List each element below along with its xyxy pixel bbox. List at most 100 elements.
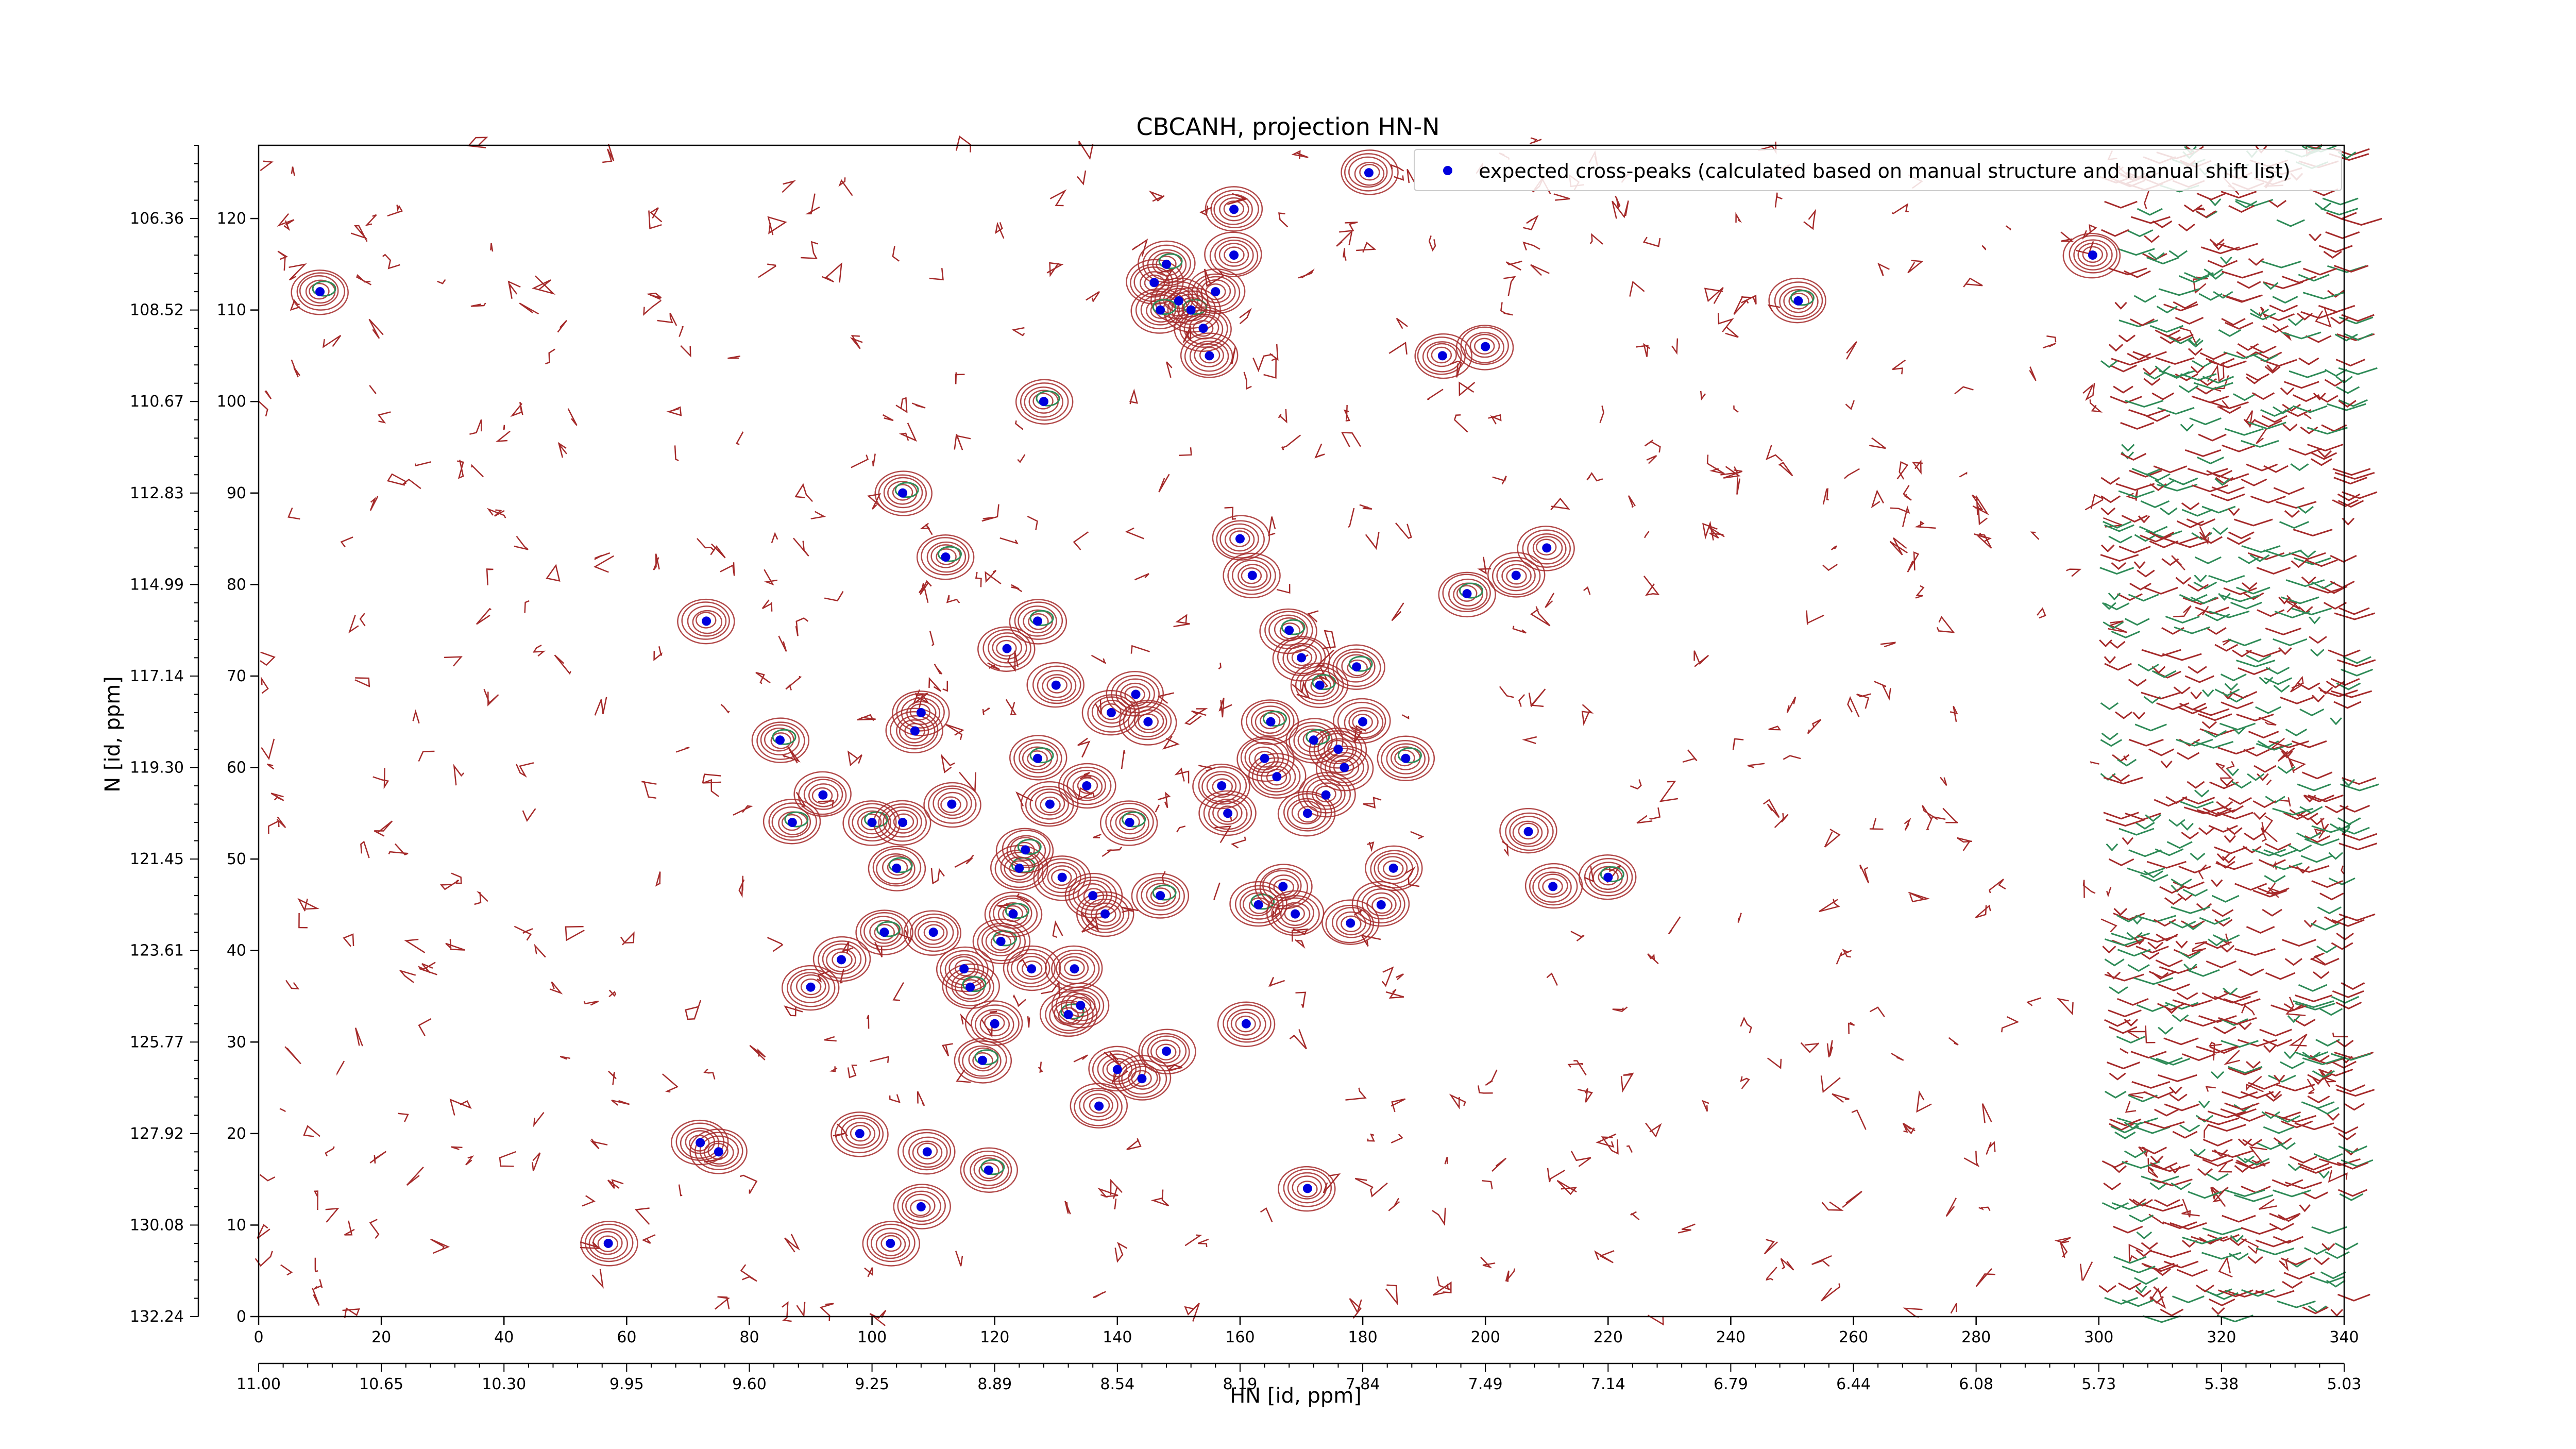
artifact-contour <box>2298 274 2330 282</box>
peak-point <box>1315 680 1325 690</box>
artifact-contour <box>2220 673 2247 682</box>
peak-contour <box>1255 864 1313 909</box>
peak-contour <box>1155 1043 1177 1060</box>
artifact-contour <box>2331 1053 2371 1061</box>
peak-contour <box>1210 190 1259 228</box>
artifact-contour <box>2307 444 2344 452</box>
artifact-contour <box>2157 1003 2185 1011</box>
artifact-contour <box>2334 612 2376 620</box>
artifact-contour <box>2212 527 2229 535</box>
peak-contour <box>1320 748 1369 786</box>
peak-point <box>1057 872 1067 882</box>
peak-contour <box>1095 906 1116 923</box>
artifact-contour <box>2234 883 2267 891</box>
negative-contour <box>1017 838 1042 855</box>
noise-contour <box>956 1069 971 1083</box>
artifact-contour <box>2133 937 2146 946</box>
noise-contour <box>954 434 971 450</box>
noise-contour <box>1323 1173 1341 1193</box>
x-index-tick-label: 240 <box>1716 1328 1745 1346</box>
peak-point <box>1021 845 1030 855</box>
artifact-contour <box>2190 1149 2206 1157</box>
noise-contour <box>1774 813 1789 828</box>
artifact-contour <box>2280 1257 2312 1266</box>
noise-contour <box>340 536 353 548</box>
peak-contour <box>1212 515 1270 561</box>
peak-contour <box>1192 320 1214 337</box>
artifact-contour <box>2109 1118 2142 1126</box>
artifact-contour <box>2184 1019 2222 1027</box>
peak-contour <box>677 598 735 645</box>
artifact-contour <box>2311 1226 2347 1234</box>
noise-contour <box>1583 586 1591 595</box>
noise-contour <box>1121 750 1126 769</box>
artifact-contour <box>2284 409 2312 417</box>
peak-contour <box>926 541 967 573</box>
artifact-contour <box>2176 992 2198 1000</box>
peak-point <box>1137 1074 1147 1084</box>
noise-contour <box>280 1264 293 1276</box>
noise-contour <box>929 631 935 646</box>
peak-contour <box>1127 706 1167 737</box>
noise-contour <box>290 299 300 311</box>
peak-contour <box>1027 750 1048 767</box>
noise-contour <box>1126 1138 1142 1151</box>
noise-contour <box>276 816 286 828</box>
noise-contour <box>801 241 819 259</box>
noise-contour <box>608 1070 617 1085</box>
noise-contour <box>2218 1256 2233 1278</box>
noise-contour <box>325 1207 340 1223</box>
noise-contour <box>1477 557 1492 575</box>
peak-contour <box>1509 816 1549 847</box>
noise-contour <box>2212 375 2229 392</box>
peak-contour <box>893 813 914 830</box>
peak-contour <box>1077 777 1098 794</box>
artifact-contour <box>2141 1242 2158 1250</box>
artifact-contour <box>2222 1215 2256 1223</box>
artifact-contour <box>2246 463 2278 471</box>
peak-contour <box>872 848 922 887</box>
peak-contour <box>1532 871 1572 903</box>
artifact-contour <box>2103 1182 2122 1190</box>
artifact-contour <box>2207 1124 2246 1132</box>
peak-contour <box>1354 161 1385 186</box>
noise-contour <box>386 473 406 486</box>
noise-contour <box>368 318 384 339</box>
artifact-contour <box>2264 875 2286 883</box>
artifact-contour <box>2280 696 2314 704</box>
peak-contour <box>1061 990 1100 1022</box>
artifact-contour <box>2255 1290 2295 1298</box>
artifact-contour <box>2233 393 2257 401</box>
artifact-contour <box>2264 677 2292 685</box>
artifact-contour <box>2324 916 2347 924</box>
artifact-contour <box>2180 801 2214 809</box>
peak-contour <box>1191 273 1241 312</box>
artifact-contour <box>2285 728 2308 736</box>
artifact-contour <box>2207 1110 2246 1119</box>
peak-contour <box>1123 701 1172 740</box>
noise-contour <box>1477 1085 1493 1094</box>
noise-contour <box>1740 1016 1752 1034</box>
peak-point <box>1156 891 1165 901</box>
peak-contour <box>917 1142 938 1159</box>
artifact-contour <box>2220 1108 2257 1116</box>
peak-contour <box>1386 743 1426 774</box>
artifact-contour <box>2309 188 2338 196</box>
artifact-contour <box>2217 243 2259 251</box>
noise-contour <box>1599 406 1604 423</box>
noise-contour <box>289 263 307 281</box>
peak-contour <box>707 1142 728 1160</box>
peak-contour <box>874 470 933 516</box>
noise-contour <box>1630 1211 1640 1221</box>
artifact-contour <box>2244 832 2264 840</box>
peak-contour <box>1779 286 1819 317</box>
artifact-contour <box>2100 554 2139 562</box>
noise-contour <box>1165 361 1173 378</box>
peak-contour <box>1262 870 1302 901</box>
artifact-contour <box>2180 822 2194 831</box>
artifact-contour <box>2318 1068 2353 1076</box>
peak-contour <box>1341 915 1362 933</box>
artifact-contour <box>2160 336 2181 344</box>
noise-contour <box>1017 454 1026 463</box>
noise-contour <box>608 989 617 998</box>
